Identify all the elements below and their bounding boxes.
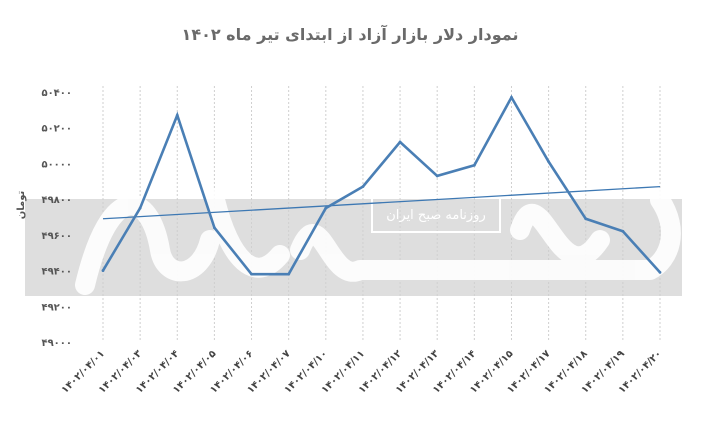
y-tick-label: ۵۰۴۰۰	[41, 88, 72, 99]
y-tick-label: ۵۰۰۰۰	[41, 159, 72, 170]
y-tick-label: ۴۹۴۰۰	[41, 267, 72, 278]
data-point	[472, 163, 476, 167]
y-tick-label: ۵۰۲۰۰	[41, 124, 72, 135]
data-point	[250, 272, 253, 276]
data-point	[398, 140, 402, 144]
data-point	[101, 269, 105, 272]
watermark-stamp: روزنامه صبح ایران	[371, 195, 501, 233]
data-point	[510, 95, 513, 99]
y-axis-label: تومان	[16, 191, 27, 220]
watermark-stamp-text: روزنامه صبح ایران	[386, 208, 486, 223]
data-point	[435, 174, 439, 178]
data-point	[547, 160, 550, 164]
y-tick-label: ۴۹۰۰۰	[41, 338, 72, 349]
data-point	[658, 270, 662, 274]
data-point	[361, 185, 365, 189]
watermark-logo	[75, 134, 681, 335]
data-point	[138, 206, 142, 210]
data-point	[621, 229, 625, 233]
y-tick-label: ۴۹۸۰۰	[41, 195, 72, 206]
series-layer	[101, 94, 662, 276]
series-line	[101, 94, 661, 276]
data-point	[213, 226, 216, 230]
data-point	[324, 206, 328, 210]
y-tick-label: ۴۹۶۰۰	[41, 231, 72, 242]
data-point	[584, 217, 588, 221]
data-point	[175, 113, 179, 117]
data-point	[287, 272, 291, 276]
y-tick-label: ۴۹۲۰۰	[41, 302, 72, 313]
chart-title: نمودار دلار بازار آزاد از ابتدای تیر ماه…	[182, 24, 519, 44]
